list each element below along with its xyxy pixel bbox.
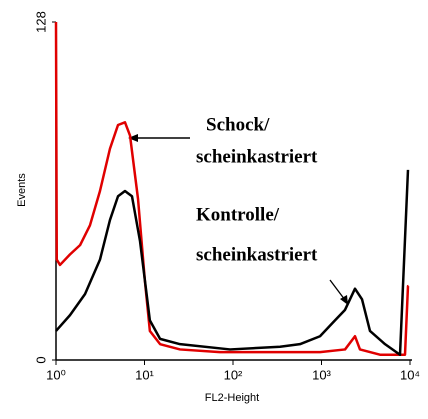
annotation: scheinkastriert	[196, 146, 318, 167]
x-tick-label: 10¹	[135, 367, 154, 382]
x-tick-label: 10⁰	[46, 367, 66, 382]
y-tick-label: 128	[33, 11, 48, 33]
x-tick-label: 10³	[312, 367, 331, 382]
y-axis-label: Events	[16, 173, 28, 207]
arrow-head	[340, 295, 348, 305]
arrow-head	[128, 134, 138, 142]
x-axis-label: FL2-Height	[205, 392, 259, 404]
x-tick-label: 10²	[224, 367, 243, 382]
x-tick-label: 10⁴	[400, 367, 420, 382]
y-tick-label: 0	[33, 356, 48, 363]
arrow	[329, 279, 346, 301]
series-line	[54, 21, 410, 356]
annotation: scheinkastriert	[196, 244, 318, 265]
annotation: Schock/	[206, 114, 270, 135]
series-line	[55, 169, 410, 356]
annotation: Kontrolle/	[196, 204, 280, 225]
